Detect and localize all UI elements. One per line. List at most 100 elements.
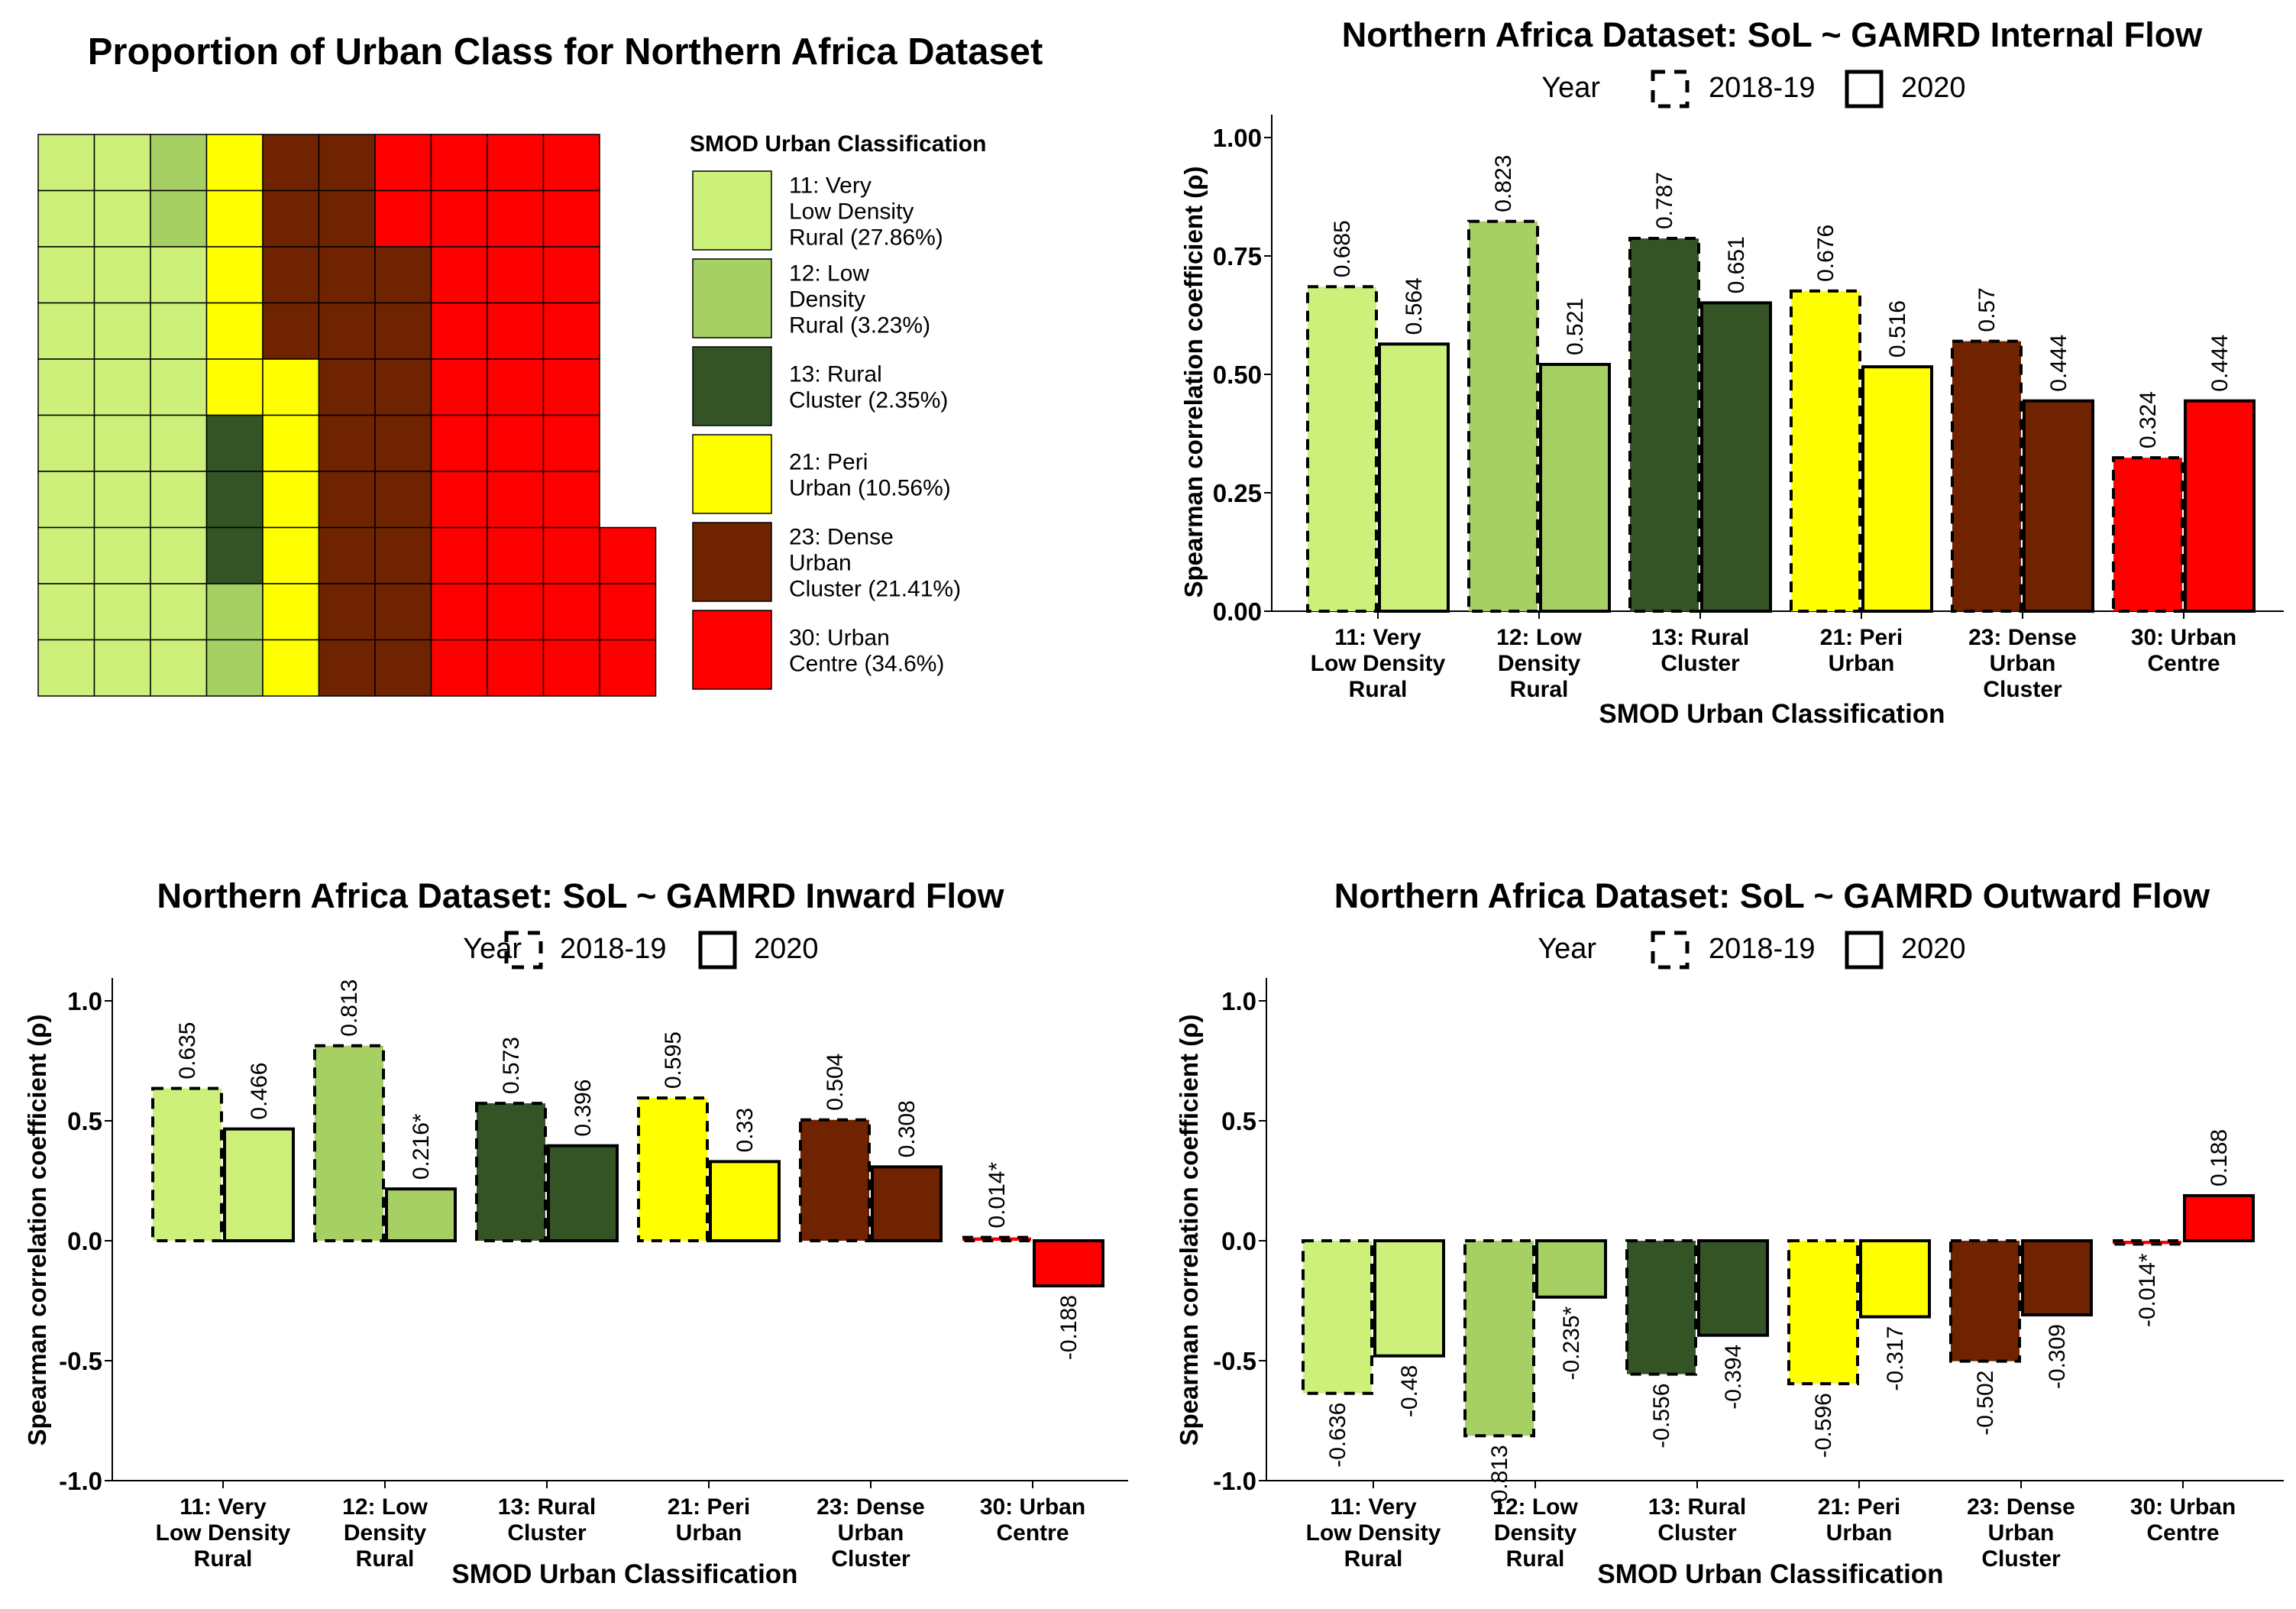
- inward-legend: Year 2018-19 2020: [463, 931, 819, 970]
- outward-x-tick-label-line: Urban: [1826, 1520, 1893, 1546]
- waffle-cell-11: [93, 246, 151, 304]
- outward-y-tick-label: 1.0: [1221, 987, 1256, 1015]
- outward-data-label-2018-19-0: -0.636: [1325, 1403, 1350, 1468]
- outward-bar-2018-19-2: [1625, 1239, 1697, 1376]
- waffle-legend-label-2: 13: Rural Cluster (2.35%): [789, 362, 948, 413]
- internal-bar-2018-19-0: [1306, 285, 1378, 613]
- waffle-legend-label-3: 21: Peri Urban (10.56%): [789, 450, 951, 501]
- waffle-cell-23: [262, 189, 320, 248]
- inward-legend-key-2020: [698, 931, 737, 970]
- inward-x-tick-label-line: Urban: [676, 1520, 742, 1546]
- waffle-cell-30: [487, 639, 545, 697]
- waffle-cell-13: [205, 414, 264, 472]
- internal-x-tick-label-1: 12: Low Density Rural: [1496, 625, 1582, 702]
- inward-flow-panel: Northern Africa Dataset: SoL ~ GAMRD Inw…: [23, 876, 1128, 1589]
- waffle-cell-21: [262, 358, 320, 416]
- waffle-cell-30: [542, 302, 600, 360]
- waffle-cell-30: [599, 639, 657, 697]
- internal-x-tick-label-line: Density: [1498, 651, 1581, 676]
- inward-data-label-2018-19-2: 0.573: [499, 1037, 524, 1094]
- waffle-legend: 11: Very Low Density Rural (27.86%) 12: Low…: [692, 170, 961, 690]
- internal-legend: Year 2018-19 2020: [1541, 70, 1966, 108]
- outward-legend-title: Year: [1538, 933, 1596, 965]
- waffle-legend-swatch-0: [692, 170, 772, 251]
- waffle-cell-11: [93, 189, 151, 248]
- waffle-cell-23: [318, 189, 376, 248]
- internal-x-tick-label-line: 30: Urban: [2131, 625, 2236, 650]
- internal-bar-2018-19-5: [2112, 456, 2184, 613]
- waffle-cell-30: [374, 189, 432, 248]
- internal-bar-2018-19-2: [1628, 237, 1700, 613]
- outward-data-label-2020-5: 0.188: [2207, 1129, 2232, 1187]
- internal-legend-title: Year: [1541, 72, 1600, 104]
- waffle-cell-23: [318, 471, 376, 529]
- waffle-cell-21: [205, 302, 264, 360]
- waffle-grid: [37, 134, 657, 697]
- outward-data-label-2018-19-4: -0.502: [1973, 1371, 1998, 1436]
- inward-x-tick-label-line: 13: Rural: [498, 1494, 596, 1520]
- waffle-cell-21: [205, 189, 264, 248]
- inward-bar-2018-19-4: [799, 1118, 871, 1243]
- waffle-cell-23: [318, 246, 376, 304]
- inward-data-label-2020-5: -0.188: [1056, 1295, 1082, 1360]
- waffle-cell-11: [150, 526, 208, 584]
- waffle-cell-30: [542, 358, 600, 416]
- outward-x-tick-label-2: 13: Rural Cluster: [1648, 1494, 1746, 1546]
- waffle-legend-label-line: 23: Dense: [789, 525, 894, 550]
- inward-legend-label-2018-19: 2018-19: [560, 933, 666, 965]
- waffle-legend-swatch-5: [692, 610, 772, 690]
- outward-legend-key-2020: [1845, 931, 1884, 970]
- waffle-cell-11: [37, 189, 95, 248]
- internal-data-label-2020-0: 0.564: [1402, 277, 1427, 335]
- outward-x-tick-label-line: Density: [1494, 1520, 1577, 1546]
- outward-x-tick-label-line: 13: Rural: [1648, 1494, 1746, 1520]
- inward-bar-2018-19-1: [313, 1044, 385, 1243]
- internal-legend-key-2018-19: [1651, 70, 1690, 108]
- waffle-cell-23: [318, 583, 376, 641]
- waffle-cell-13: [205, 471, 264, 529]
- waffle-cell-23: [374, 414, 432, 472]
- outward-bar-2018-19-4: [1949, 1239, 2021, 1363]
- inward-data-label-2020-1: 0.216*: [409, 1113, 434, 1180]
- waffle-cell-30: [487, 471, 545, 529]
- internal-x-tick-label-5: 30: Urban Centre: [2131, 625, 2236, 676]
- internal-bar-2020-0: [1378, 342, 1450, 613]
- waffle-cell-11: [93, 471, 151, 529]
- waffle-cell-30: [487, 134, 545, 192]
- waffle-legend-label-line: 21: Peri: [789, 450, 868, 475]
- outward-data-label-2020-0: -0.48: [1397, 1365, 1422, 1417]
- waffle-cell-21: [205, 358, 264, 416]
- internal-x-tick-label-line: 21: Peri: [1820, 625, 1903, 650]
- waffle-cell-12: [205, 583, 264, 641]
- waffle-cell-21: [262, 639, 320, 697]
- internal-bar-2020-1: [1539, 362, 1611, 613]
- internal-y-tick-label: 0.25: [1213, 479, 1262, 507]
- inward-y-tick-label: 1.0: [67, 987, 102, 1015]
- waffle-cell-23: [374, 358, 432, 416]
- waffle-cell-23: [374, 246, 432, 304]
- waffle-cell-11: [37, 471, 95, 529]
- internal-y-axis-label: Spearman correlation coefficient (ρ): [1179, 166, 1208, 597]
- waffle-cell-11: [93, 302, 151, 360]
- inward-x-tick-label-line: Rural: [194, 1546, 253, 1572]
- outward-plot-area: -1.0-0.50.00.51.011: Very Low Density Rura…: [1213, 978, 2284, 1572]
- inward-y-tick-label: -0.5: [59, 1347, 102, 1375]
- waffle-legend-label-line: 11: Very: [789, 173, 872, 199]
- outward-legend-label-2018-19: 2018-19: [1709, 933, 1815, 965]
- waffle-cell-30: [430, 526, 488, 584]
- outward-bar-2018-19-1: [1463, 1239, 1535, 1438]
- outward-x-tick-label-line: 23: Dense: [1967, 1494, 2075, 1520]
- waffle-cell-23: [318, 639, 376, 697]
- inward-bar-2018-19-5: [961, 1235, 1033, 1243]
- outward-x-tick-label-line: 30: Urban: [2130, 1494, 2236, 1520]
- inward-x-tick-label-line: 11: Very: [179, 1494, 267, 1520]
- waffle-cell-12: [205, 639, 264, 697]
- waffle-cell-30: [542, 639, 600, 697]
- internal-x-tick-label-line: Urban: [1829, 651, 1895, 676]
- internal-data-label-2018-19-0: 0.685: [1330, 220, 1355, 277]
- internal-data-label-2018-19-4: 0.57: [1974, 287, 2000, 332]
- inward-x-tick-label-line: 12: Low: [342, 1494, 428, 1520]
- waffle-legend-label-line: Cluster (21.41%): [789, 577, 961, 602]
- waffle-cell-23: [318, 358, 376, 416]
